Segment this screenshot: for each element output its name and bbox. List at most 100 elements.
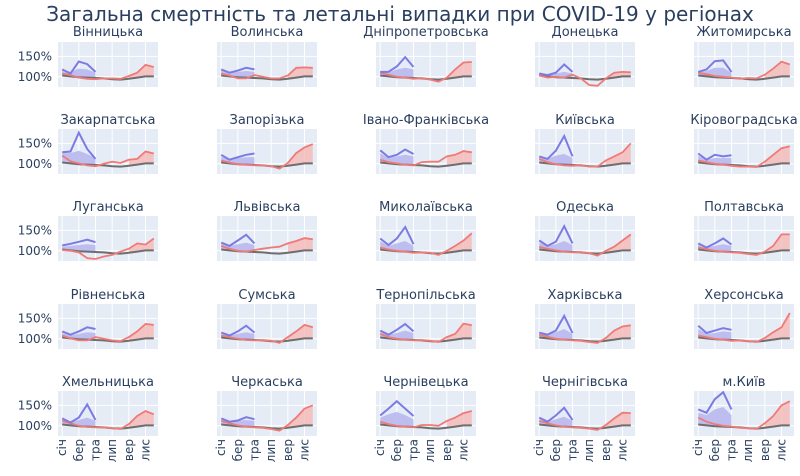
y-tick-label: 150% [18, 398, 52, 412]
x-tick-label: лип [423, 439, 437, 462]
excess-line [538, 233, 632, 257]
covid-line [538, 406, 574, 423]
excess-line [379, 61, 472, 83]
excess-area [446, 411, 472, 428]
subplot: Вінницька 150% 100% [18, 25, 158, 87]
x-tick-label: січ [55, 439, 69, 456]
baseline-line [62, 161, 154, 168]
excess-line [220, 237, 313, 253]
excess-line [379, 410, 473, 429]
subplot-title: Хмельницька [62, 375, 154, 390]
excess-area [764, 401, 790, 428]
x-tick-label: лис [616, 439, 630, 461]
excess-line [698, 145, 791, 168]
y-tick-label: 100% [18, 157, 52, 171]
subplot-title: Запорізька [229, 113, 304, 128]
plot-background [217, 42, 317, 87]
y-tick-label: 150% [18, 223, 52, 237]
subplot-title: Тернопільська [375, 288, 475, 303]
subplot-title: Рівненська [71, 288, 146, 303]
subplot-title: Чернівецька [383, 375, 468, 390]
subplot-title: Полтавська [704, 200, 784, 215]
subplot-title: Одеська [556, 200, 614, 215]
subplot-title: м.Київ [723, 375, 766, 390]
x-tick-label: вер [440, 439, 454, 461]
excess-line [698, 233, 790, 256]
x-tick-label: вер [599, 439, 613, 461]
x-tick-label: бер [72, 439, 86, 461]
x-tick-label: січ [214, 439, 228, 456]
covid-line [538, 224, 574, 248]
excess-area [128, 151, 154, 166]
subplot: Львівська [217, 200, 317, 261]
subplot: Запорізька [217, 113, 317, 174]
y-tick-label: 150% [18, 49, 52, 63]
covid-line [220, 416, 255, 423]
excess-area [287, 144, 313, 166]
subplot: Кіровоградська [690, 113, 798, 174]
x-tick-label: бер [708, 439, 722, 461]
subplot: Харківська [535, 288, 635, 349]
subplot-title: Харківська [548, 288, 623, 303]
subplot-title: Сумська [238, 288, 295, 303]
y-tick-label: 150% [18, 136, 52, 150]
x-tick-label: вер [281, 439, 295, 461]
excess-area [446, 151, 472, 166]
x-tick-label: січ [691, 439, 705, 456]
excess-line [379, 322, 472, 343]
covid-line [697, 390, 733, 414]
x-tick-label: лис [139, 439, 153, 461]
y-tick-label: 100% [18, 332, 52, 346]
x-tick-label: лип [105, 439, 119, 462]
covid-line [538, 133, 574, 161]
excess-line [538, 324, 631, 344]
x-tick-label: бер [390, 439, 404, 461]
excess-line [62, 237, 155, 260]
excess-line [62, 63, 155, 81]
subplot: Черкаська січ бер тра лип вер лис [214, 375, 317, 462]
subplot: м.Київ січ бер тра лип вер лис [691, 375, 794, 462]
subplot: Волинська [217, 25, 317, 87]
x-tick-label: вер [758, 439, 772, 461]
excess-line [697, 400, 791, 430]
excess-line [698, 312, 791, 343]
excess-area [128, 324, 154, 341]
excess-area [128, 64, 154, 79]
y-tick-label: 100% [18, 70, 52, 84]
covid-line [61, 402, 97, 424]
x-tick-label: лис [298, 439, 312, 461]
subplot: Чернігівська січ бер тра лип вер лис [532, 375, 635, 462]
plot-background [694, 304, 794, 349]
subplot: Херсонська [694, 288, 794, 349]
subplot-title: Дніпропетровська [363, 25, 489, 40]
subplot: Івано-Франківська [363, 113, 489, 174]
subplot: Одеська [535, 200, 635, 261]
excess-area [287, 405, 313, 428]
subplot-title: Житомирська [696, 25, 791, 40]
x-tick-label: тра [566, 439, 580, 461]
excess-area [287, 324, 313, 341]
covid-line [220, 152, 255, 161]
x-tick-label: бер [231, 439, 245, 461]
subplot: Луганська 150% 100% [18, 200, 158, 261]
subplot: Закарпатська 150% 100% [18, 113, 158, 174]
excess-area [764, 61, 790, 79]
baseline-line [62, 248, 154, 255]
covid-line [61, 238, 96, 247]
x-tick-label: лис [457, 439, 471, 461]
plot-background [376, 216, 476, 261]
excess-line [220, 66, 313, 80]
chart-title: Загальна смертність та летальні випадки … [46, 2, 754, 26]
subplot-title: Івано-Франківська [363, 113, 489, 128]
excess-line [379, 232, 473, 256]
subplot-title: Кіровоградська [690, 113, 797, 128]
y-tick-label: 100% [18, 419, 52, 433]
covid-line [379, 225, 415, 247]
x-tick-label: тра [89, 439, 103, 461]
y-tick-label: 100% [18, 244, 52, 258]
subplot: Дніпропетровська [363, 25, 489, 87]
x-tick-label: січ [532, 439, 546, 456]
subplot-title: Львівська [234, 200, 301, 215]
subplot: Донецька [535, 25, 635, 87]
y-tick-label: 150% [18, 311, 52, 325]
